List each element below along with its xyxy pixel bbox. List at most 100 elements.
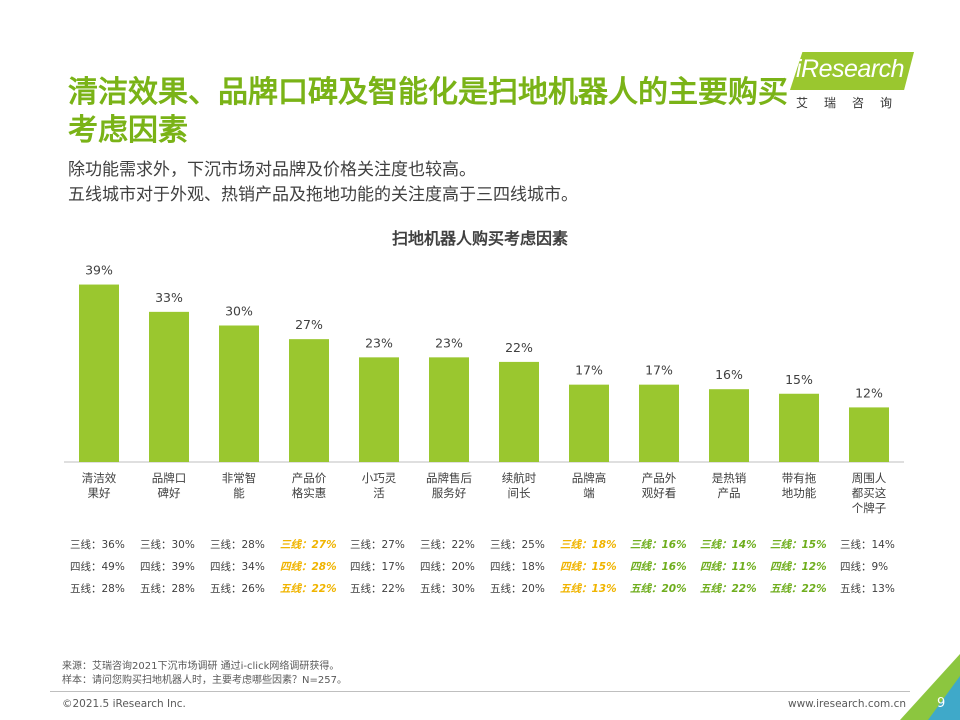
category-label-line: 品牌高 xyxy=(572,471,607,485)
page-title: 清洁效果、品牌口碑及智能化是扫地机器人的主要购买考虑因素 xyxy=(68,75,788,148)
page-number: 9 xyxy=(937,696,946,711)
category-label-2: 品牌口碑好 xyxy=(152,471,187,500)
breakdown-item: 五线：22% xyxy=(350,583,405,595)
copyright: ©2021.5 iResearch Inc. xyxy=(62,698,186,710)
bar-7 xyxy=(499,361,539,462)
breakdown-item: 三线：36% xyxy=(70,539,125,551)
category-label-line: 品牌售后 xyxy=(426,471,472,485)
data-label-9: 17% xyxy=(645,363,673,378)
category-label-line: 果好 xyxy=(88,486,111,500)
breakdown-item: 四线：16% xyxy=(630,561,687,573)
breakdown-column-12: 三线：14% 四线：9% 五线：13% xyxy=(840,536,906,602)
breakdown-item: 五线：28% xyxy=(140,583,195,595)
breakdown-item: 三线：18% xyxy=(560,539,617,551)
breakdown-item: 四线：20% xyxy=(420,561,475,573)
breakdown-item: 五线：22% xyxy=(700,583,757,595)
breakdown-item: 三线：27% xyxy=(350,539,405,551)
breakdown-item: 四线：34% xyxy=(210,561,265,573)
data-label-5: 23% xyxy=(365,335,393,350)
footnote-source: 来源：艾瑞咨询2021下沉市场调研 通过i-click网络调研获得。 xyxy=(62,661,340,672)
breakdown-item: 三线：16% xyxy=(630,539,687,551)
category-label-line: 观好看 xyxy=(642,486,677,500)
breakdown-item: 五线：22% xyxy=(280,583,337,595)
data-label-6: 23% xyxy=(435,335,463,350)
data-label-8: 17% xyxy=(575,363,603,378)
category-label-line: 产品 xyxy=(718,486,741,500)
breakdown-item: 五线：26% xyxy=(210,583,265,595)
category-label-4: 产品价格实惠 xyxy=(292,471,327,500)
subtitle-line-1: 除功能需求外，下沉市场对品牌及价格关注度也较高。 xyxy=(68,160,476,180)
category-label-line: 周围人 xyxy=(852,471,887,485)
breakdown-column-4: 三线：27% 四线：28% 五线：22% xyxy=(280,536,346,602)
breakdown-column-8: 三线：18% 四线：15% 五线：13% xyxy=(560,536,626,602)
category-label-line: 产品外 xyxy=(642,471,677,485)
subtitle: 除功能需求外，下沉市场对品牌及价格关注度也较高。 五线城市对于外观、热销产品及拖… xyxy=(68,158,828,208)
chart-title: 扫地机器人购买考虑因素 xyxy=(392,229,568,248)
breakdown-item: 五线：28% xyxy=(70,583,125,595)
breakdown-item: 三线：25% xyxy=(490,539,545,551)
bar-chart: 扫地机器人购买考虑因素 39% 清洁效果好 33% 品牌口碑好 30% 非常智能 27% 产品价… xyxy=(64,229,904,515)
breakdown-column-3: 三线：28% 四线：34% 五线：26% xyxy=(210,536,276,602)
bar-8 xyxy=(569,384,609,462)
website-link[interactable]: www.iresearch.com.cn xyxy=(788,698,907,710)
breakdown-item: 五线：30% xyxy=(420,583,475,595)
category-label-line: 都买这 xyxy=(852,486,887,500)
category-label-line: 带有拖 xyxy=(782,471,817,485)
category-label-11: 带有拖地功能 xyxy=(782,471,817,500)
category-label-line: 清洁效 xyxy=(82,471,117,485)
breakdown-column-2: 三线：30% 四线：39% 五线：28% xyxy=(140,536,206,602)
category-label-12: 周围人都买这个牌子 xyxy=(852,471,887,515)
breakdown-item: 三线：15% xyxy=(770,539,827,551)
breakdown-item: 五线：22% xyxy=(770,583,827,595)
bar-4 xyxy=(289,339,329,462)
iresearch-logo: iResearch 艾瑞咨询 xyxy=(790,52,920,112)
data-label-4: 27% xyxy=(295,317,323,332)
subtitle-line-2: 五线城市对于外观、热销产品及拖地功能的关注度高于三四线城市。 xyxy=(68,185,578,205)
bar-12 xyxy=(849,407,889,462)
breakdown-item: 四线：15% xyxy=(560,561,617,573)
data-label-1: 39% xyxy=(85,263,113,278)
category-label-9: 产品外观好看 xyxy=(642,471,677,500)
logo-text: iResearch xyxy=(796,55,905,83)
category-label-line: 地功能 xyxy=(782,486,817,500)
breakdown-item: 五线：13% xyxy=(840,583,895,595)
breakdown-column-6: 三线：22% 四线：20% 五线：30% xyxy=(420,536,486,602)
data-label-2: 33% xyxy=(155,290,183,305)
data-label-11: 15% xyxy=(785,372,813,387)
category-label-1: 清洁效果好 xyxy=(82,471,117,500)
category-label-5: 小巧灵活 xyxy=(362,471,397,500)
category-label-line: 产品价 xyxy=(292,471,327,485)
bar-9 xyxy=(639,384,679,462)
breakdown-column-9: 三线：16% 四线：16% 五线：20% xyxy=(630,536,696,602)
breakdown-item: 五线：20% xyxy=(490,583,545,595)
category-label-line: 服务好 xyxy=(432,486,467,500)
breakdown-column-5: 三线：27% 四线：17% 五线：22% xyxy=(350,536,416,602)
breakdown-item: 四线：12% xyxy=(770,561,827,573)
category-label-line: 能 xyxy=(233,486,245,500)
breakdown-item: 三线：30% xyxy=(140,539,195,551)
breakdown-item: 三线：14% xyxy=(840,539,895,551)
breakdown-column-7: 三线：25% 四线：18% 五线：20% xyxy=(490,536,556,602)
category-label-line: 是热销 xyxy=(712,471,747,485)
category-label-line: 格实惠 xyxy=(292,486,327,500)
data-label-12: 12% xyxy=(855,385,883,400)
breakdown-item: 四线：17% xyxy=(350,561,405,573)
category-label-8: 品牌高端 xyxy=(572,471,607,500)
bar-5 xyxy=(359,357,399,462)
category-label-3: 非常智能 xyxy=(222,471,257,500)
category-label-10: 是热销产品 xyxy=(712,471,747,500)
breakdown-column-1: 三线：36% 四线：49% 五线：28% xyxy=(70,536,136,602)
logo-subtitle: 艾瑞咨询 xyxy=(796,96,909,110)
category-label-line: 间长 xyxy=(508,486,531,500)
breakdown-item: 四线：11% xyxy=(700,561,757,573)
category-label-7: 续航时间长 xyxy=(502,471,537,500)
bar-6 xyxy=(429,357,469,462)
breakdown-item: 五线：20% xyxy=(630,583,687,595)
data-label-10: 16% xyxy=(715,367,743,382)
breakdown-item: 四线：28% xyxy=(280,561,337,573)
footnote: 来源：艾瑞咨询2021下沉市场调研 通过i-click网络调研获得。 样本：请问… xyxy=(62,660,347,688)
logo-background xyxy=(790,52,914,90)
bar-11 xyxy=(779,393,819,462)
breakdown-item: 四线：49% xyxy=(70,561,125,573)
data-label-3: 30% xyxy=(225,304,253,319)
